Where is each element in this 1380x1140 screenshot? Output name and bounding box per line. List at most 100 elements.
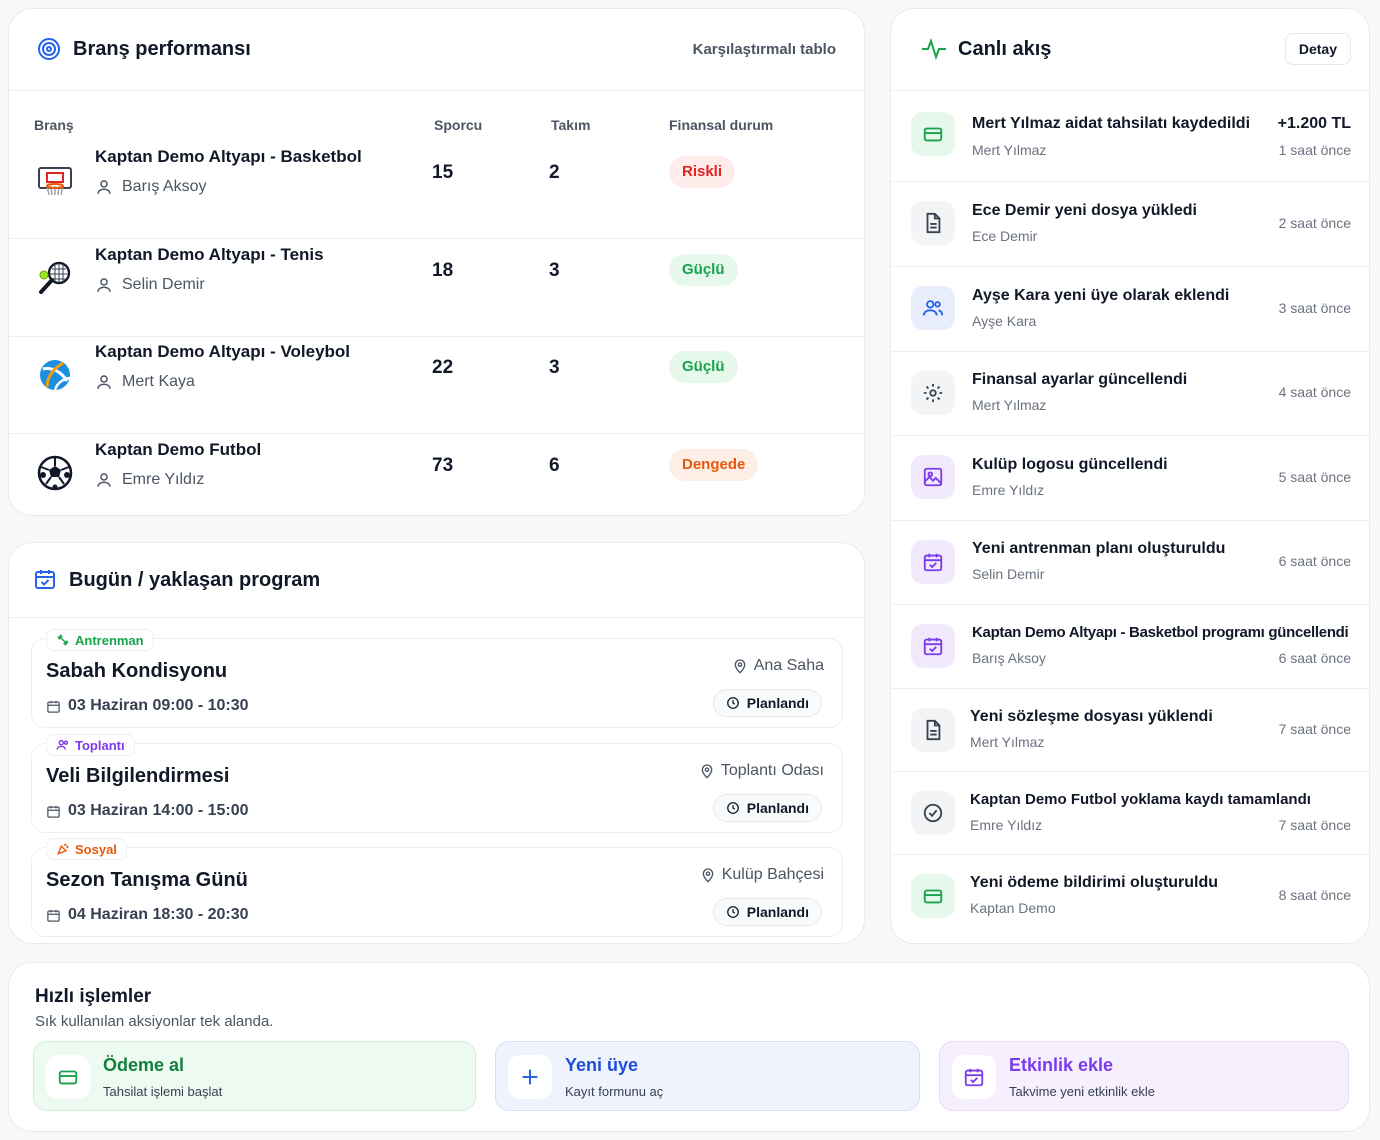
feed-item-user: Emre Yıldız [972,482,1045,498]
feed-item-time: 4 saat önce [1278,384,1351,400]
feed-item-title: Finansal ayarlar güncellendi [972,371,1188,388]
take-payment-button[interactable]: Ödeme al Tahsilat işlemi başlat [33,1041,476,1111]
event-tag: Antrenman [46,629,154,651]
event-title: Sezon Tanışma Günü [46,869,248,891]
feed-item-user: Emre Yıldız [970,817,1043,833]
quick-action-desc: Takvime yeni etkinlik ekle [1009,1084,1155,1099]
coach-name: Barış Aksoy [122,178,207,195]
event-location: Ana Saha [732,657,824,675]
event-location: Kulüp Bahçesi [700,866,824,884]
branch-row[interactable]: Kaptan Demo Altyapı - Basketbol Barış Ak… [9,142,864,239]
event-location: Toplantı Odası [699,762,824,780]
basketball-hoop-icon [37,162,73,198]
branch-name: Kaptan Demo Altyapı - Voleybol [95,342,351,361]
branch-row[interactable]: Kaptan Demo Altyapı - Tenis Selin Demir … [9,240,864,337]
feed-item[interactable]: Mert Yılmaz aidat tahsilatı kaydedildi M… [891,92,1369,182]
feed-item-title: Yeni sözleşme dosyası yüklendi [970,708,1213,725]
map-pin-icon [732,658,748,674]
feed-item[interactable]: Finansal ayarlar güncellendi Mert Yılmaz… [891,352,1369,436]
user-icon [95,276,113,294]
detail-button[interactable]: Detay [1284,33,1351,65]
event-tag: Toplantı [46,734,135,756]
document-icon [911,708,955,752]
event-tag: Sosyal [46,838,127,860]
calendar-check-icon [33,567,57,591]
feed-item-title: Kaptan Demo Futbol yoklama kaydı tamamla… [970,791,1311,808]
event-time: 03 Haziran 14:00 - 15:00 [46,802,249,820]
feed-item[interactable]: Kaptan Demo Futbol yoklama kaydı tamamla… [891,772,1369,855]
card-icon [46,1055,90,1099]
event-status-badge: Planlandı [712,689,822,717]
program-header: Bugün / yaklaşan program [9,543,864,618]
map-pin-icon [699,763,715,779]
quick-action-label: Yeni üye [565,1055,639,1075]
users-icon [911,286,955,330]
feed-item[interactable]: Ayşe Kara yeni üye olarak eklendi Ayşe K… [891,267,1369,352]
branch-performance-card: Branş performansı Karşılaştırmalı tablo … [8,8,865,516]
feed-item[interactable]: Yeni sözleşme dosyası yüklendi Mert Yılm… [891,689,1369,772]
feed-item-time: 8 saat önce [1278,887,1351,903]
feed-item-title: Yeni antrenman planı oluşturuldu [972,540,1226,557]
feed-item-title: Ayşe Kara yeni üye olarak eklendi [972,287,1230,304]
feed-item-time: 6 saat önce [1278,650,1351,666]
clock-icon [726,905,740,919]
branch-coach: Barış Aksoy [95,178,206,196]
branch-name: Kaptan Demo Futbol [95,440,262,459]
athlete-count: 22 [432,357,454,378]
team-count: 6 [549,455,560,476]
feed-header: Canlı akış Detay [891,9,1369,91]
quick-action-label: Etkinlik ekle [1009,1055,1114,1075]
program-title: Bugün / yaklaşan program [69,569,321,591]
event-item[interactable]: Sosyal Sezon Tanışma Günü 04 Haziran 18:… [31,838,843,937]
feed-item[interactable]: Yeni antrenman planı oluşturuldu Selin D… [891,521,1369,605]
event-time: 03 Haziran 09:00 - 10:30 [46,697,249,715]
image-icon [911,455,955,499]
feed-item-user: Selin Demir [972,566,1045,582]
document-icon [911,201,955,245]
feed-item-time: 7 saat önce [1278,817,1351,833]
feed-item-amount: +1.200 TL [1277,115,1351,132]
program-card: Bugün / yaklaşan program Antrenman Sabah… [8,542,865,944]
col-athletes: Sporcu [434,117,483,133]
feed-item-title: Ece Demir yeni dosya yükledi [972,202,1197,219]
feed-item-user: Mert Yılmaz [970,734,1045,750]
feed-item-time: 2 saat önce [1278,215,1351,231]
clock-icon [726,696,740,710]
feed-item-time: 1 saat önce [1278,142,1351,158]
event-item[interactable]: Antrenman Sabah Kondisyonu 03 Haziran 09… [31,629,843,728]
event-item[interactable]: Toplantı Veli Bilgilendirmesi 03 Haziran… [31,734,843,833]
col-finance: Finansal durum [669,117,774,133]
activity-icon [921,37,947,61]
user-icon [95,178,113,196]
calendar-icon [46,804,61,819]
confetti-icon [56,842,70,856]
coach-name: Selin Demir [122,276,205,293]
feed-title: Canlı akış [958,38,1052,60]
calendar-check-icon [911,540,955,584]
feed-item-time: 3 saat önce [1278,300,1351,316]
feed-item-title: Yeni ödeme bildirimi oluşturuldu [970,874,1219,891]
col-branch: Branş [34,117,74,133]
compare-table-link[interactable]: Karşılaştırmalı tablo [692,41,836,58]
status-badge: Güçlü [669,351,738,383]
event-status-badge: Planlandı [712,794,822,822]
feed-item[interactable]: Kaptan Demo Altyapı - Basketbol programı… [891,605,1369,689]
feed-item[interactable]: Kulüp logosu güncellendi Emre Yıldız 5 s… [891,436,1369,521]
feed-item[interactable]: Ece Demir yeni dosya yükledi Ece Demir 2… [891,182,1369,267]
feed-item-user: Mert Yılmaz [972,142,1047,158]
feed-item[interactable]: Yeni ödeme bildirimi oluşturuldu Kaptan … [891,855,1369,943]
athlete-count: 15 [432,162,454,183]
dumbbell-icon [56,633,70,647]
quick-action-desc: Tahsilat işlemi başlat [103,1084,223,1099]
new-member-button[interactable]: Yeni üye Kayıt formunu aç [495,1041,920,1111]
soccer-ball-icon [37,455,73,491]
add-event-button[interactable]: Etkinlik ekle Takvime yeni etkinlik ekle [939,1041,1349,1111]
branch-name: Kaptan Demo Altyapı - Basketbol [95,147,362,166]
quick-action-desc: Kayıt formunu aç [565,1084,664,1099]
feed-item-time: 6 saat önce [1278,553,1351,569]
col-teams: Takım [551,117,591,133]
status-badge: Dengede [669,449,759,481]
branch-row[interactable]: Kaptan Demo Altyapı - Voleybol Mert Kaya… [9,337,864,434]
event-status-badge: Planlandı [712,898,822,926]
branch-row[interactable]: Kaptan Demo Futbol Emre Yıldız 73 6 Deng… [9,435,864,532]
